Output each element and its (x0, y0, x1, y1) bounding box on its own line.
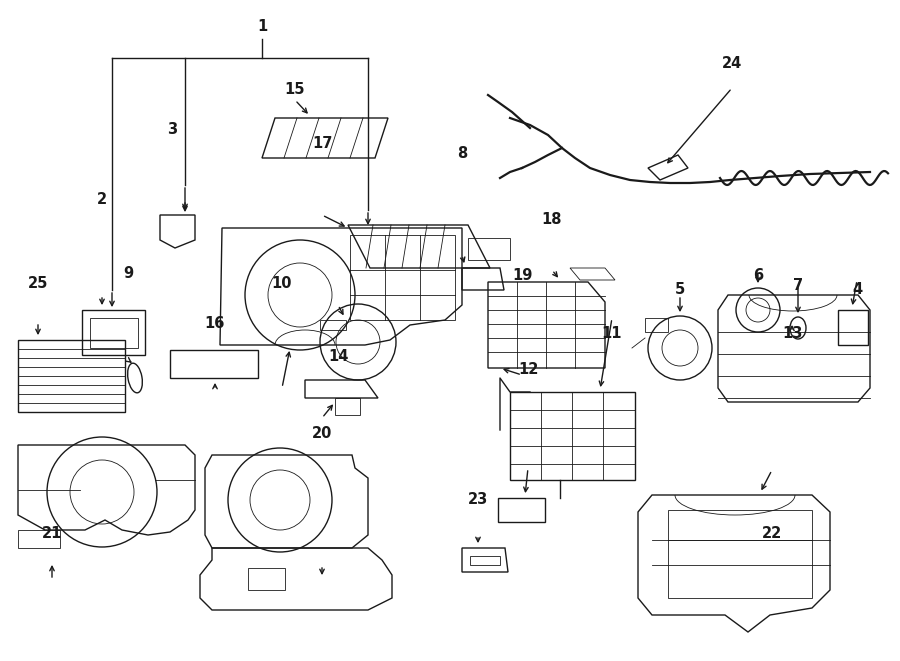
Text: 2: 2 (97, 192, 107, 206)
Text: 19: 19 (512, 268, 532, 284)
Text: 21: 21 (41, 525, 62, 541)
Text: 7: 7 (793, 278, 803, 293)
Text: 23: 23 (468, 492, 488, 506)
Text: 10: 10 (272, 276, 292, 290)
Text: 24: 24 (722, 56, 742, 71)
Text: 8: 8 (457, 145, 467, 161)
Text: 3: 3 (166, 122, 177, 137)
Text: 22: 22 (762, 525, 782, 541)
Text: 16: 16 (205, 315, 225, 330)
Text: 12: 12 (518, 362, 538, 377)
Text: 11: 11 (602, 325, 622, 340)
Text: 1: 1 (256, 19, 267, 34)
Text: 4: 4 (852, 282, 862, 297)
Text: 15: 15 (284, 81, 305, 97)
Text: 13: 13 (782, 325, 802, 340)
Text: 6: 6 (753, 268, 763, 284)
Text: 14: 14 (328, 348, 348, 364)
Text: 9: 9 (123, 266, 133, 280)
Text: 20: 20 (311, 426, 332, 440)
Text: 18: 18 (542, 212, 562, 227)
Text: 5: 5 (675, 282, 685, 297)
Text: 25: 25 (28, 276, 49, 290)
Text: 17: 17 (311, 136, 332, 151)
